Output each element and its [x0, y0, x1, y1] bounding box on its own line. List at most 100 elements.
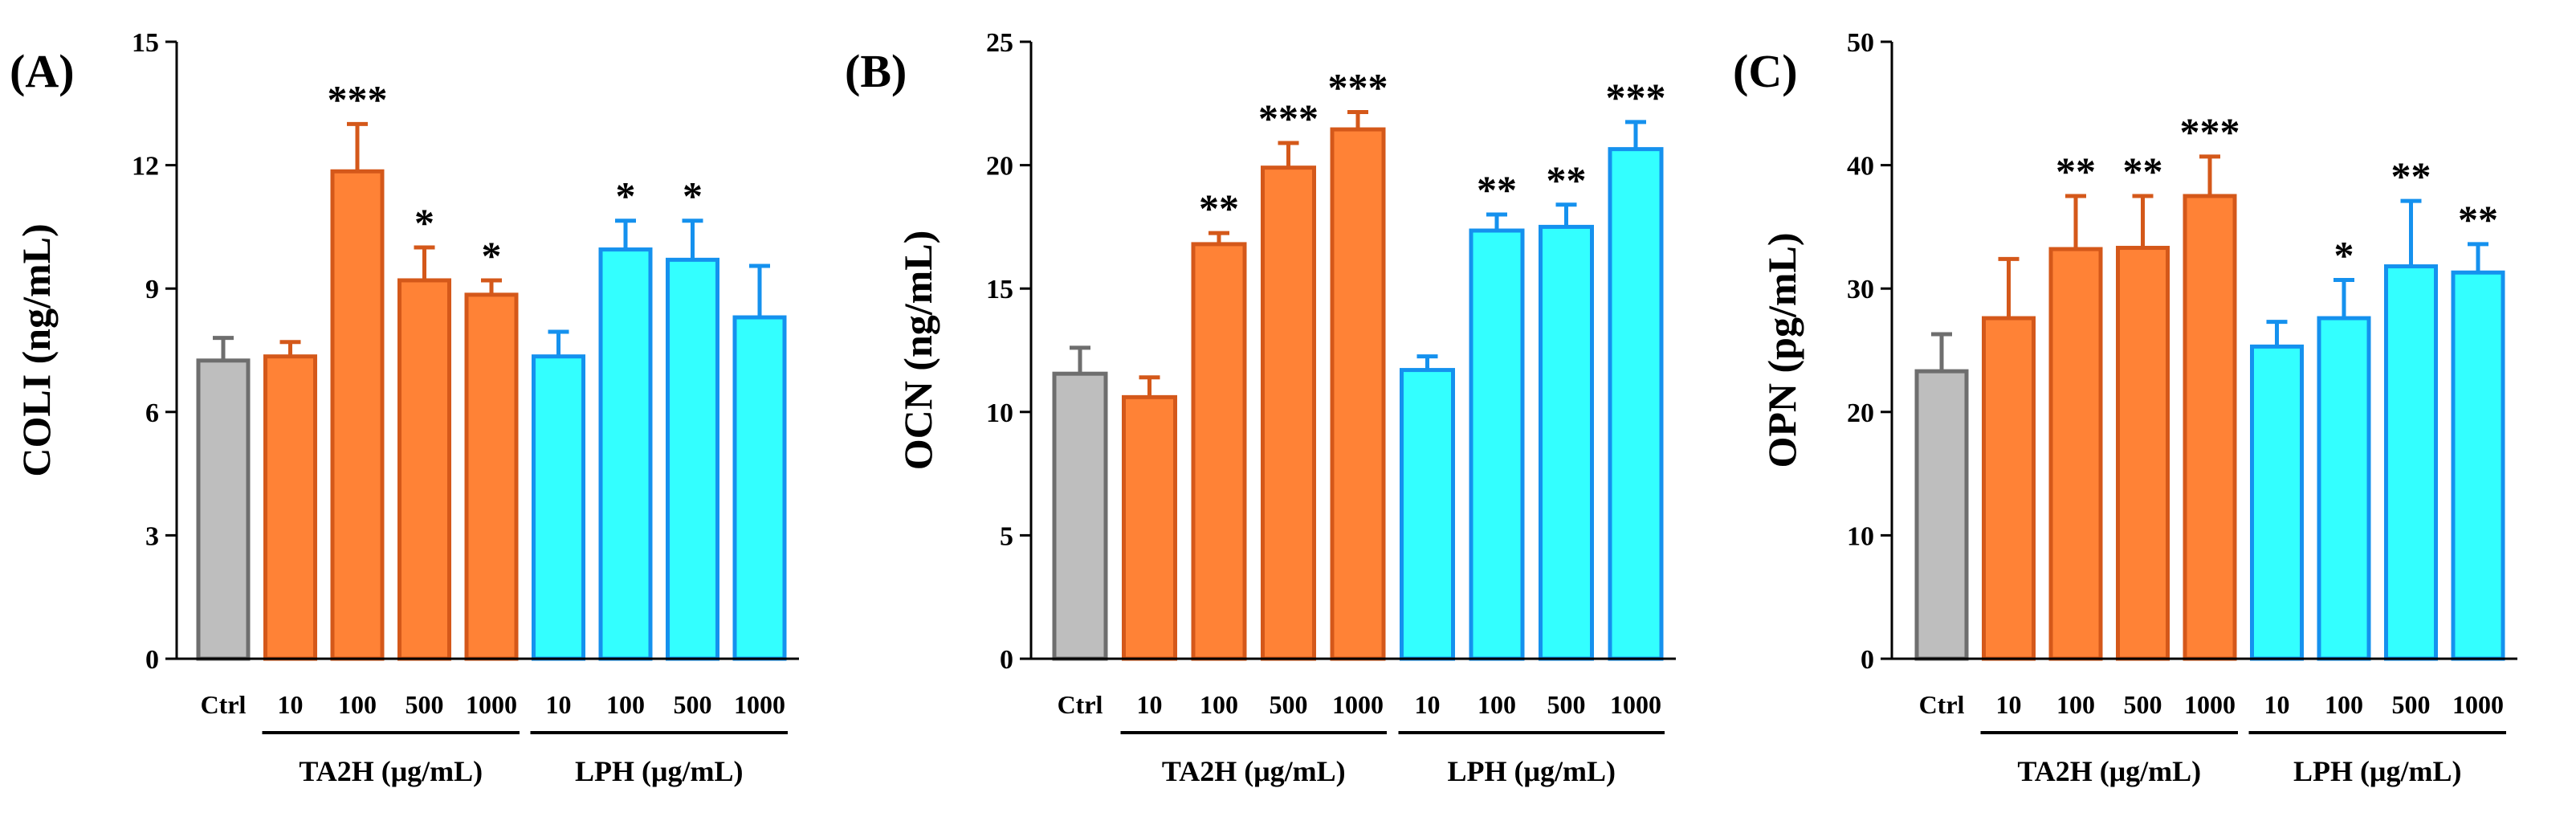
x-tick-label: 100: [1200, 690, 1238, 719]
bar: [1539, 224, 1594, 661]
group-label: LPH (μg/mL): [2293, 755, 2461, 787]
x-tick-label: 100: [606, 690, 645, 719]
x-tick-label: 1000: [466, 690, 517, 719]
x-tick-label: 1000: [2184, 690, 2236, 719]
significance-label: *: [616, 174, 636, 219]
x-tick-label: 500: [2392, 690, 2431, 719]
y-axis-title: OCN (ng/mL): [895, 231, 940, 471]
bar: [2183, 194, 2237, 661]
group-label: LPH (μg/mL): [575, 755, 743, 787]
bar: [397, 278, 451, 661]
bar: [2116, 246, 2170, 661]
x-tick-label: 500: [2124, 690, 2162, 719]
chart-panel-1: (A) COLI (ng/mL) 0 3 6 9 12 15 Ctrl 10 *** 100 * 500 *…: [10, 28, 799, 787]
y-tick-label: 9: [145, 275, 159, 304]
x-tick-label: 1000: [2452, 690, 2504, 719]
x-tick-label: 500: [1547, 690, 1586, 719]
bar: [2250, 344, 2304, 661]
bar: [666, 257, 719, 661]
x-tick-label: 100: [2056, 690, 2095, 719]
x-tick-label: 1000: [1332, 690, 1384, 719]
significance-label: *: [683, 174, 703, 219]
significance-label: **: [2458, 197, 2498, 242]
bar: [532, 354, 585, 661]
bar: [1400, 368, 1455, 661]
y-axis-title: OPN (pg/mL): [1759, 232, 1804, 468]
y-tick-label: 20: [1847, 398, 1874, 428]
bar: [1330, 127, 1386, 661]
y-axis-title: COLI (ng/mL): [14, 223, 59, 476]
bar: [1052, 371, 1108, 661]
bar: [598, 247, 653, 661]
bar: [2384, 264, 2438, 661]
group-label: LPH (μg/mL): [1448, 755, 1616, 787]
significance-label: *: [482, 233, 502, 278]
y-tick-label: 6: [145, 398, 159, 428]
y-tick-label: 5: [1000, 521, 1013, 551]
x-tick-label: Ctrl: [1919, 690, 1965, 719]
x-tick-label: Ctrl: [201, 690, 247, 719]
y-tick-label: 50: [1847, 28, 1874, 58]
bar: [1261, 165, 1316, 661]
significance-label: **: [2391, 153, 2431, 198]
x-tick-label: 500: [406, 690, 444, 719]
significance-label: ***: [1328, 65, 1388, 110]
bar: [2317, 316, 2371, 661]
chart-panel-2: (B) OCN (ng/mL) 0 5 10 15 20 25 Ctrl 10 ** 100 *** 50…: [845, 28, 1676, 787]
significance-label: **: [2123, 149, 2163, 194]
bar: [1982, 316, 2036, 661]
y-tick-label: 0: [145, 645, 159, 675]
panel-label: (C): [1733, 45, 1798, 97]
x-tick-label: 100: [1478, 690, 1516, 719]
significance-label: ***: [1258, 96, 1319, 141]
y-tick-label: 15: [132, 28, 159, 58]
group-label: TA2H (μg/mL): [299, 755, 483, 787]
bar: [464, 292, 519, 661]
panel-label: (B): [845, 45, 907, 97]
x-tick-label: 10: [546, 690, 572, 719]
y-tick-label: 12: [132, 152, 159, 182]
y-tick-label: 0: [1000, 645, 1013, 675]
x-tick-label: 10: [2264, 690, 2290, 719]
x-tick-label: 100: [338, 690, 377, 719]
y-tick-label: 0: [1861, 645, 1874, 675]
bar: [732, 315, 787, 661]
bar: [1122, 394, 1177, 661]
x-tick-label: 100: [2325, 690, 2363, 719]
bar: [263, 354, 317, 661]
bar: [2451, 270, 2505, 661]
x-tick-label: 500: [1270, 690, 1308, 719]
panel-label: (A): [10, 45, 75, 97]
x-tick-label: 10: [1415, 690, 1441, 719]
y-tick-label: 15: [986, 275, 1013, 304]
x-tick-label: 1000: [734, 690, 785, 719]
x-tick-label: 10: [278, 690, 304, 719]
bar: [2048, 247, 2103, 661]
significance-label: ***: [2180, 109, 2240, 154]
bar: [1191, 242, 1247, 661]
y-tick-label: 20: [986, 152, 1013, 182]
y-tick-label: 25: [986, 28, 1013, 58]
x-tick-label: 10: [1137, 690, 1163, 719]
x-tick-label: Ctrl: [1058, 690, 1103, 719]
group-label: TA2H (μg/mL): [1162, 755, 1346, 787]
x-tick-label: 10: [1996, 690, 2022, 719]
significance-label: ***: [328, 76, 388, 121]
group-label: TA2H (μg/mL): [2017, 755, 2201, 787]
bar: [1608, 147, 1664, 661]
y-tick-label: 40: [1847, 152, 1874, 182]
x-tick-label: 1000: [1610, 690, 1661, 719]
bar: [330, 169, 385, 661]
significance-label: **: [1477, 167, 1517, 212]
y-tick-label: 10: [986, 398, 1013, 428]
x-tick-label: 500: [674, 690, 712, 719]
chart-panel-3: (C) OPN (pg/mL) 0 10 20 30 40 50 Ctrl 10 ** 100 ** 50…: [1733, 28, 2517, 787]
y-tick-label: 3: [145, 521, 159, 551]
significance-label: ***: [1606, 75, 1666, 120]
y-tick-label: 30: [1847, 275, 1874, 304]
significance-label: **: [2056, 149, 2096, 194]
bar: [1914, 369, 1969, 661]
bar: [1469, 228, 1525, 661]
